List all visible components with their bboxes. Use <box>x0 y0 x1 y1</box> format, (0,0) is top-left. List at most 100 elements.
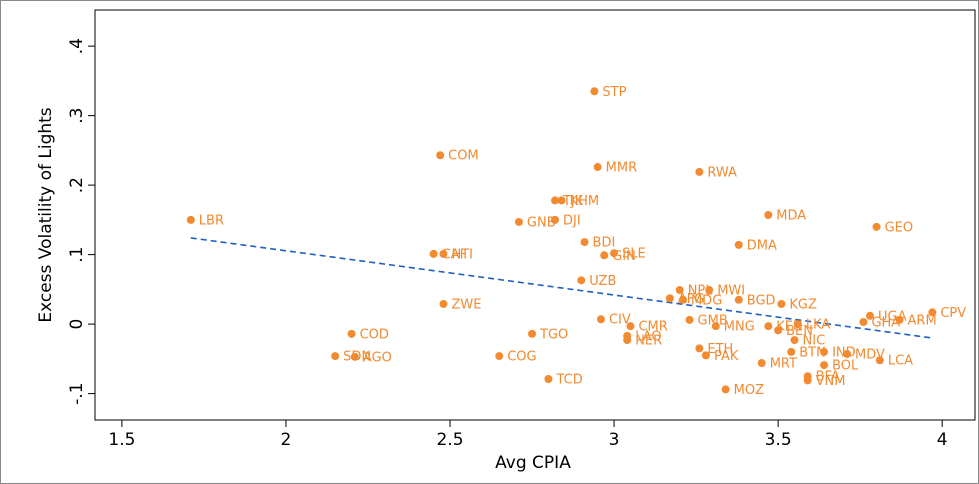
y-tick-label: 0 <box>67 319 87 330</box>
point <box>347 329 356 338</box>
point <box>439 249 448 258</box>
point <box>711 322 720 331</box>
point <box>695 167 704 176</box>
point <box>803 376 812 385</box>
point-label: UZB <box>589 274 616 289</box>
point-label: MOZ <box>734 383 764 398</box>
point <box>787 347 796 356</box>
point-label: BEN <box>786 324 813 339</box>
point <box>820 347 829 356</box>
point <box>895 315 904 324</box>
point <box>495 352 504 361</box>
point <box>557 196 566 205</box>
point <box>721 385 730 394</box>
point <box>928 308 937 317</box>
point-label: CPV <box>940 306 966 321</box>
point-label: DMA <box>747 238 777 253</box>
point <box>843 349 852 358</box>
point-label: ZWE <box>451 297 481 312</box>
x-tick-label: 2 <box>281 430 292 450</box>
point-label: KHM <box>570 194 600 209</box>
point <box>331 352 340 361</box>
y-tick-label: .4 <box>67 38 87 54</box>
point-label: RWA <box>707 165 737 180</box>
point <box>866 311 875 320</box>
point-label: CMR <box>638 320 667 335</box>
point <box>439 299 448 308</box>
point <box>777 299 786 308</box>
point <box>623 336 632 345</box>
point <box>678 295 687 304</box>
point <box>757 359 766 368</box>
point <box>734 295 743 304</box>
point <box>350 352 359 361</box>
point <box>793 320 802 329</box>
point <box>859 318 868 327</box>
point <box>764 211 773 219</box>
point <box>764 322 773 331</box>
y-tick-label: .1 <box>67 246 87 262</box>
point <box>551 215 560 224</box>
point-label: LAO <box>635 329 661 344</box>
point-label: SLE <box>622 247 646 262</box>
plot-frame <box>94 9 976 421</box>
point <box>580 238 589 247</box>
point-label: KGZ <box>789 297 817 312</box>
point-label: NIC <box>803 334 826 349</box>
point <box>436 151 445 160</box>
point-label: GNB <box>527 215 556 230</box>
point <box>600 251 609 260</box>
point <box>577 276 586 285</box>
point-label: DJI <box>563 213 581 228</box>
y-tick-label: .3 <box>67 108 87 124</box>
point-label: TCD <box>555 373 582 388</box>
point-label: BGD <box>747 293 776 308</box>
point <box>626 322 635 331</box>
point <box>734 240 743 249</box>
point-label: MDG <box>691 293 722 308</box>
point-label: BFA <box>816 370 840 385</box>
point <box>665 294 674 303</box>
point-label: MNG <box>724 320 755 335</box>
point-label: LCA <box>888 354 913 369</box>
x-tick-label: 3.5 <box>765 430 792 450</box>
point-label: STP <box>602 85 626 100</box>
point-label: MMR <box>606 161 637 176</box>
point-label: ARM <box>908 313 937 328</box>
point-label: COM <box>448 149 479 164</box>
point <box>774 326 783 335</box>
point <box>544 375 553 383</box>
x-tick-label: 4 <box>937 430 948 450</box>
point-label: IND <box>832 345 856 360</box>
point-label: LBR <box>199 213 224 228</box>
point <box>186 215 195 224</box>
fit-line <box>190 237 933 339</box>
x-tick-label: 1.5 <box>108 430 135 450</box>
point-label: BTN <box>799 345 826 360</box>
y-tick-label: .2 <box>67 177 87 193</box>
point-label: GEO <box>885 220 914 235</box>
point-label: MRT <box>770 357 797 372</box>
y-tick-label: -.1 <box>67 382 87 404</box>
point-label: PAK <box>714 349 739 364</box>
point <box>701 351 710 360</box>
point <box>820 361 829 370</box>
point-label: MDA <box>776 209 806 224</box>
point-label: COD <box>360 327 389 342</box>
point-label: ETH <box>707 342 733 357</box>
x-tick-label: 3 <box>609 430 620 450</box>
point <box>610 249 619 258</box>
point-label: VNM <box>816 374 846 389</box>
point <box>872 222 881 231</box>
point <box>875 356 884 365</box>
point <box>705 286 714 295</box>
point-label: HTI <box>451 247 473 262</box>
point-label: NER <box>635 334 662 349</box>
point-label: TGO <box>539 327 568 342</box>
point-label: CIV <box>609 313 631 328</box>
point-label: LKA <box>806 318 831 333</box>
point-label: CAF <box>442 247 467 262</box>
point <box>695 344 704 353</box>
